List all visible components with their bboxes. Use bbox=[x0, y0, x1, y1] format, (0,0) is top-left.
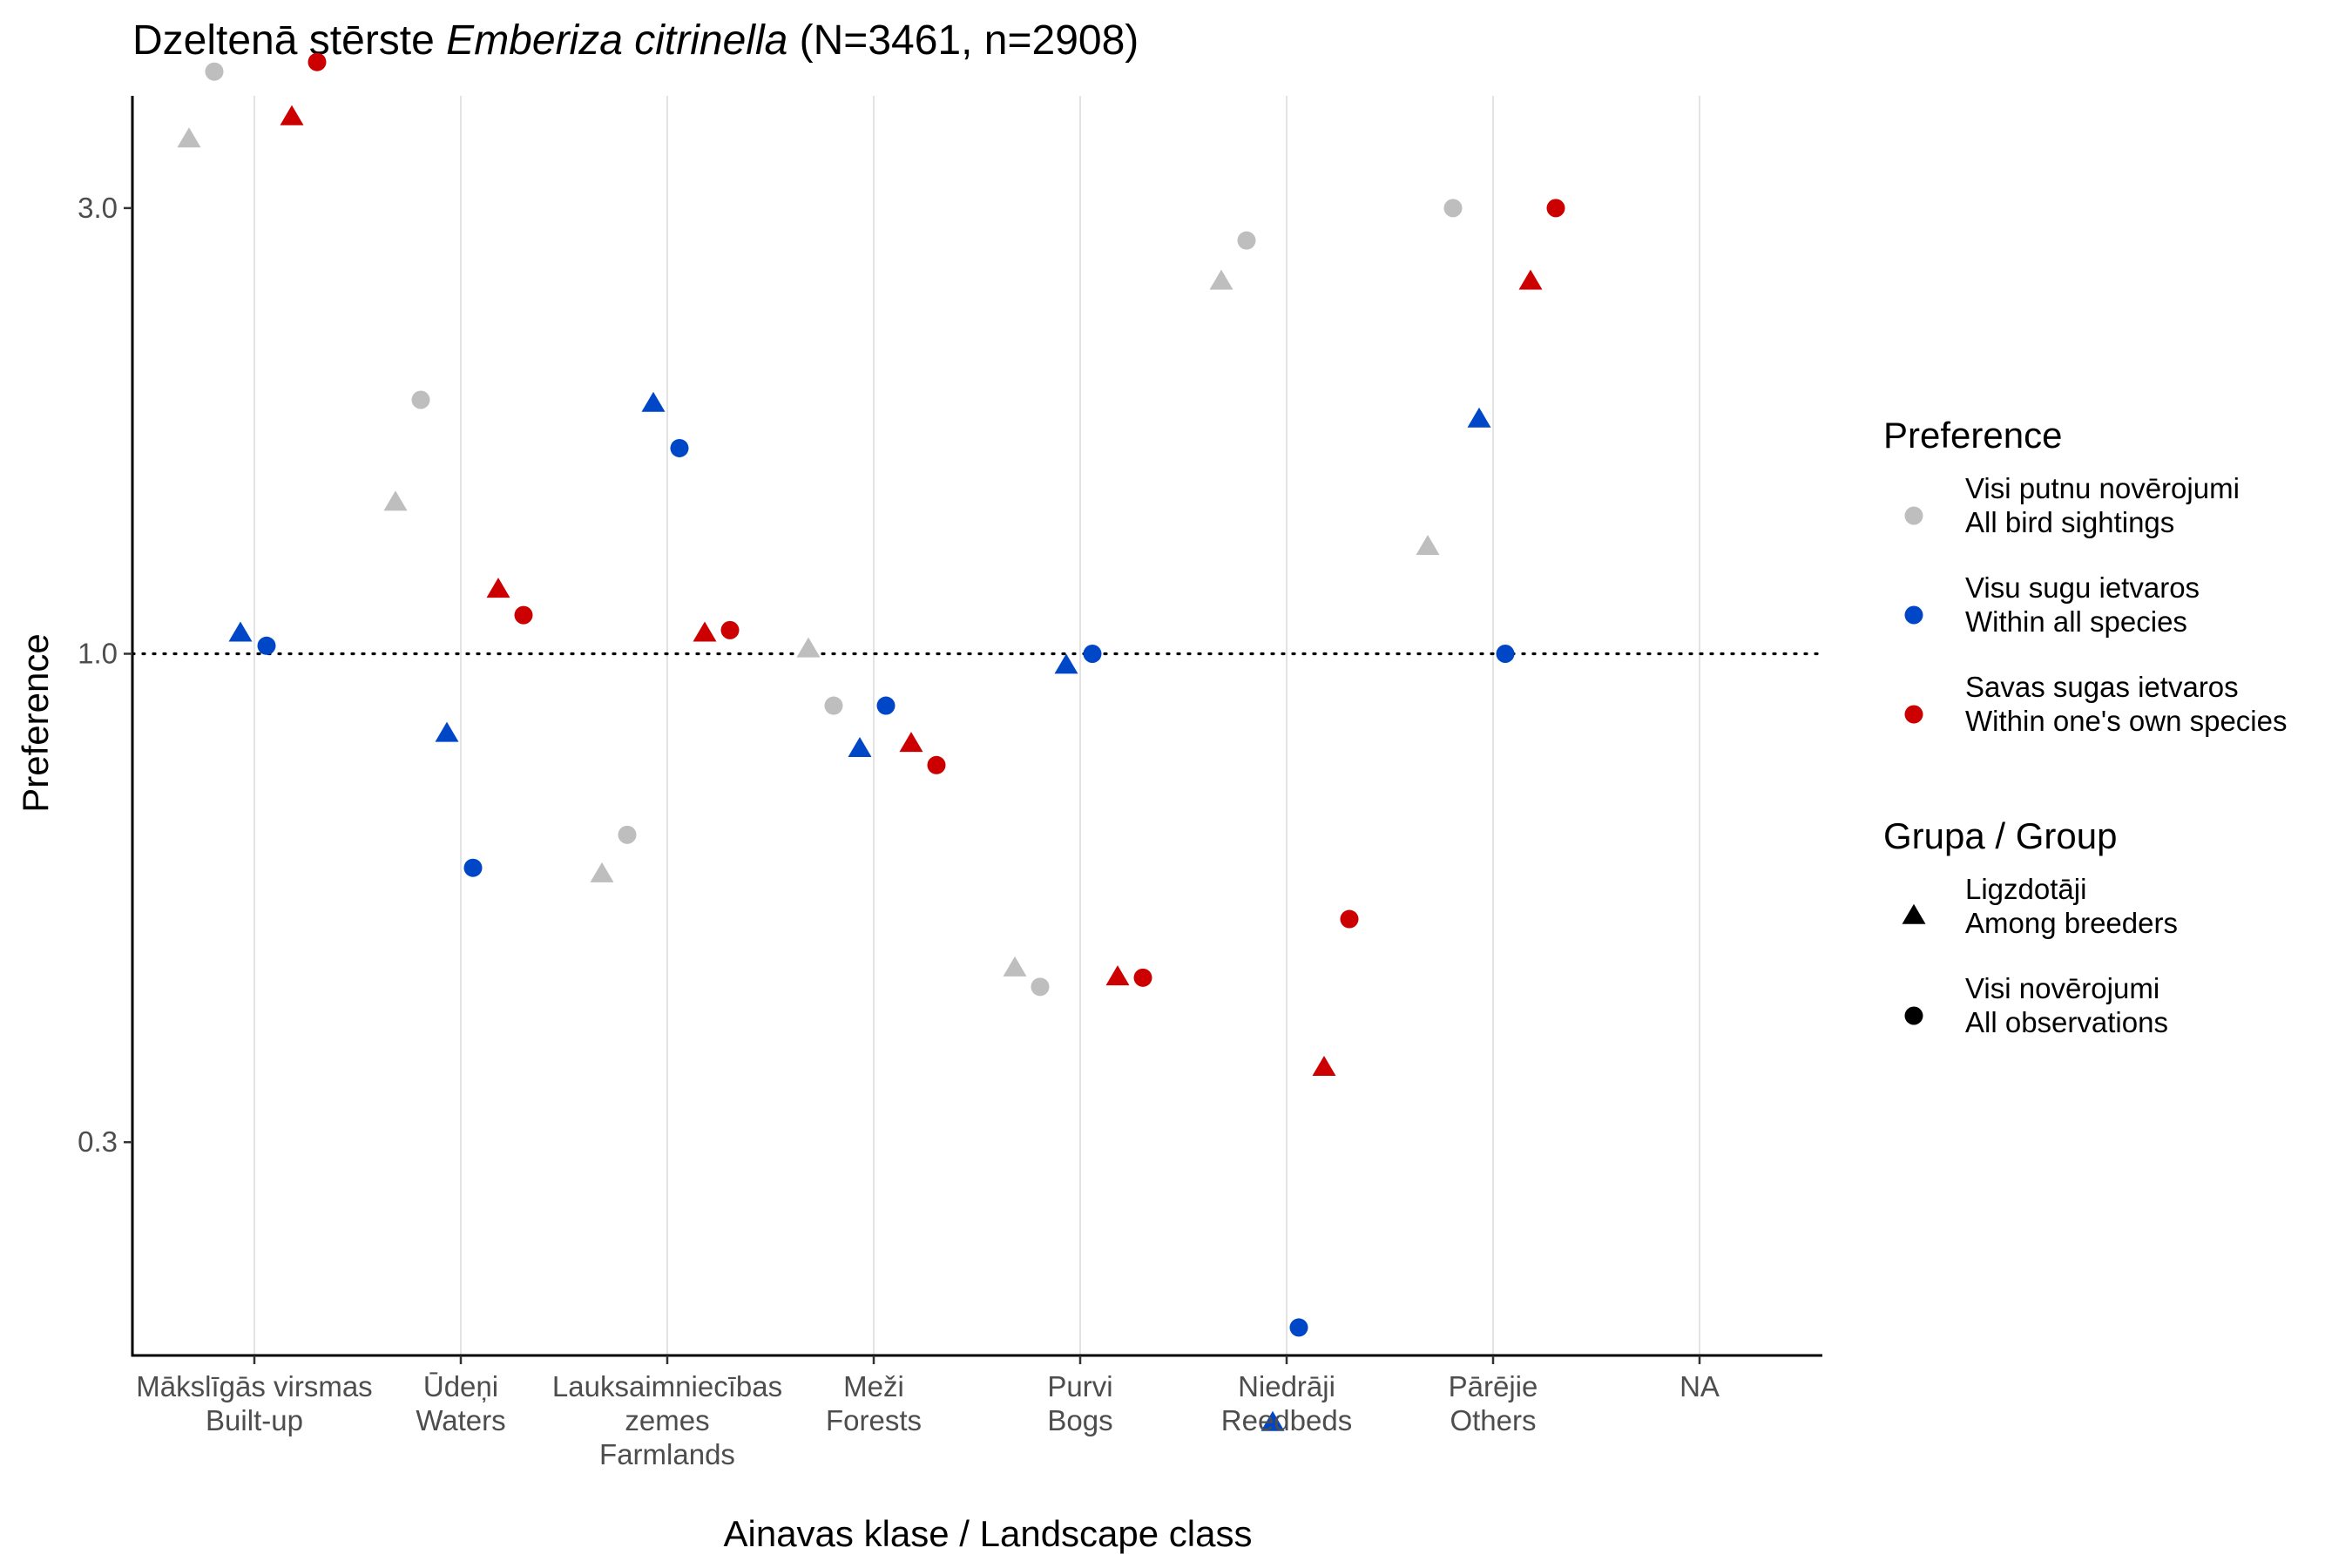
point-bogs-own_species-breeders bbox=[1105, 965, 1130, 986]
point-reedbeds-own_species-breeders bbox=[1312, 1056, 1336, 1077]
point-farmlands-own_species-all_obs bbox=[720, 620, 740, 639]
point-forests-all_species-all_obs bbox=[876, 696, 896, 715]
point-waters-all_species-breeders bbox=[435, 721, 459, 742]
point-builtup-own_species-all_obs bbox=[308, 52, 327, 71]
point-farmlands-own_species-breeders bbox=[693, 621, 717, 642]
point-farmlands-all_species-breeders bbox=[641, 391, 666, 412]
point-farmlands-all_species-all_obs bbox=[670, 438, 689, 457]
y-axis-title: Preference bbox=[15, 633, 56, 812]
legend-label-own_species: Savas sugas ietvaros Within one's own spe… bbox=[1965, 671, 2287, 737]
y-axis-ticks: 0.3 1.0 3.0 bbox=[78, 192, 132, 1158]
x-tick-label-reedbeds: Niedrāji Reedbeds bbox=[1221, 1370, 1352, 1436]
x-tick-label-farmlands: Lauksaimniecības zemes Farmlands bbox=[552, 1370, 782, 1470]
y-tick-label: 0.3 bbox=[78, 1125, 118, 1158]
point-bogs-all_species-all_obs bbox=[1083, 645, 1102, 663]
chart-title: Dzeltenā stērste Emberiza citrinella (N=… bbox=[132, 17, 1139, 64]
point-forests-own_species-breeders bbox=[899, 732, 923, 753]
y-tick-label: 3.0 bbox=[78, 192, 118, 224]
data-points bbox=[177, 52, 1565, 1431]
legend-label-breeders: Ligzdotāji Among breeders bbox=[1965, 873, 2178, 939]
x-tick-label-bogs: Purvi Bogs bbox=[1047, 1370, 1112, 1436]
x-tick-label-others: Pārējie Others bbox=[1449, 1370, 1538, 1436]
point-others-own_species-all_obs bbox=[1546, 199, 1565, 218]
x-axis-title: Ainavas klase / Landscape class bbox=[723, 1513, 1252, 1554]
chart-title-prefix: Dzeltenā stērste bbox=[132, 17, 446, 64]
x-tick-label-builtup: Mākslīgās virsmas Built-up bbox=[136, 1370, 372, 1436]
point-bogs-own_species-all_obs bbox=[1133, 968, 1152, 987]
point-bogs-all_species-breeders bbox=[1054, 653, 1078, 674]
legend-key-all_species bbox=[1904, 605, 1923, 625]
point-reedbeds-own_species-all_obs bbox=[1340, 909, 1359, 929]
point-others-all_species-breeders bbox=[1467, 407, 1491, 428]
point-forests-all_species-breeders bbox=[848, 737, 872, 758]
point-farmlands-all_bird-all_obs bbox=[618, 825, 637, 844]
point-bogs-all_bird-breeders bbox=[1003, 956, 1027, 977]
legend-label-all_bird: Visi putnu novērojumi All bird sightings bbox=[1965, 472, 2240, 538]
axes bbox=[131, 96, 1822, 1357]
point-others-all_bird-all_obs bbox=[1443, 199, 1463, 218]
point-forests-all_bird-all_obs bbox=[824, 696, 843, 715]
point-waters-all_species-all_obs bbox=[463, 858, 483, 877]
point-waters-all_bird-all_obs bbox=[411, 390, 430, 409]
legend: Preference Grupa / Group Visi putnu novē… bbox=[1883, 415, 2287, 1038]
x-tick-label-na: NA bbox=[1680, 1370, 1720, 1402]
point-reedbeds-all_bird-breeders bbox=[1209, 269, 1233, 290]
point-forests-all_bird-breeders bbox=[796, 637, 821, 658]
x-tick-label-waters: Ūdeņi Waters bbox=[416, 1370, 505, 1436]
legend-key-breeders bbox=[1902, 903, 1926, 924]
point-bogs-all_bird-all_obs bbox=[1031, 977, 1050, 997]
chart-title-species: Emberiza citrinella bbox=[446, 17, 787, 64]
legend-label-all_obs: Visi novērojumi All observations bbox=[1965, 972, 2168, 1038]
point-builtup-all_species-all_obs bbox=[257, 636, 276, 655]
point-forests-own_species-all_obs bbox=[927, 755, 946, 774]
point-waters-own_species-breeders bbox=[486, 578, 510, 598]
vertical-grid bbox=[253, 96, 1700, 1355]
point-builtup-all_species-breeders bbox=[228, 621, 253, 642]
legend-key-own_species bbox=[1904, 705, 1923, 724]
point-waters-own_species-all_obs bbox=[514, 605, 533, 625]
point-builtup-all_bird-all_obs bbox=[205, 62, 224, 81]
legend-label-all_species: Visu sugu ietvaros Within all species bbox=[1965, 571, 2200, 638]
point-reedbeds-all_species-all_obs bbox=[1289, 1318, 1308, 1337]
chart-title-suffix: (N=3461, n=2908) bbox=[787, 17, 1139, 64]
legend-title-group: Grupa / Group bbox=[1883, 815, 2117, 856]
point-reedbeds-all_species-breeders bbox=[1260, 1410, 1285, 1431]
point-builtup-own_species-breeders bbox=[280, 105, 304, 125]
legend-key-all_obs bbox=[1904, 1006, 1923, 1025]
point-reedbeds-all_bird-all_obs bbox=[1237, 231, 1256, 250]
x-axis-ticks: Mākslīgās virsmas Built-up Ūdeņi Waters Lauk… bbox=[136, 1355, 1720, 1470]
x-tick-label-forests: Meži Forests bbox=[826, 1370, 922, 1436]
point-others-own_species-breeders bbox=[1518, 269, 1543, 290]
point-others-all_bird-breeders bbox=[1416, 535, 1440, 556]
legend-title-preference: Preference bbox=[1883, 415, 2062, 456]
point-builtup-all_bird-breeders bbox=[177, 127, 201, 148]
y-tick-label: 1.0 bbox=[78, 638, 118, 670]
legend-key-all_bird bbox=[1904, 506, 1923, 525]
point-farmlands-all_bird-breeders bbox=[590, 862, 614, 882]
point-others-all_species-all_obs bbox=[1496, 645, 1515, 663]
point-waters-all_bird-breeders bbox=[383, 490, 408, 511]
